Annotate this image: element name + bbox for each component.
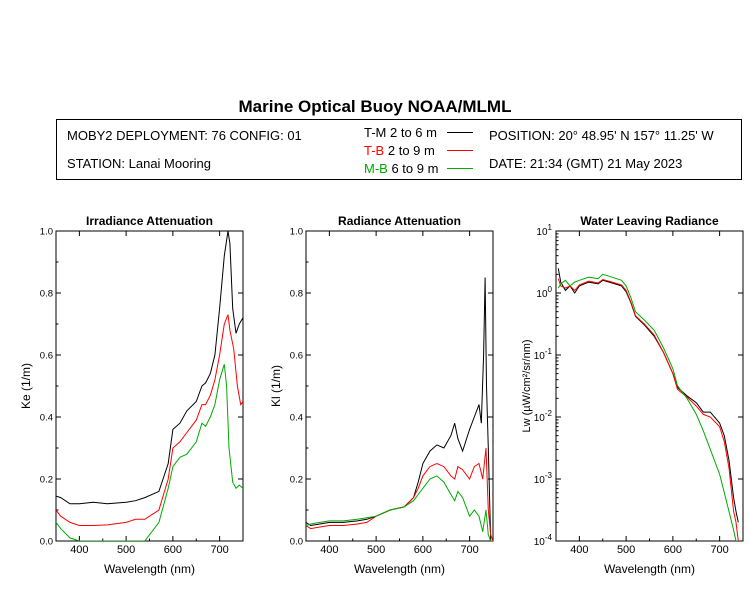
legend-item-tb: T-B 2 to 9 m	[364, 143, 435, 158]
y-axis-label: Ke (1/m)	[19, 363, 33, 409]
station-text: STATION: Lanai Mooring	[67, 156, 212, 171]
y-tick-label: 1.0	[40, 227, 53, 238]
y-tick-label: 0.4	[290, 413, 303, 424]
chart-main-title: Marine Optical Buoy NOAA/MLML	[238, 97, 512, 116]
y-axis-label: Kl (1/m)	[269, 365, 283, 407]
x-axis-label: Wavelength (nm)	[104, 562, 195, 576]
x-tick-label: 400	[320, 544, 338, 556]
x-tick-label: 600	[164, 544, 182, 556]
x-tick-label: 600	[664, 544, 682, 556]
y-tick-label: 0.0	[290, 537, 303, 548]
legend-line-mb	[447, 168, 473, 169]
legend-line-tm	[447, 132, 473, 133]
y-tick-label: 10-3	[534, 471, 553, 486]
x-axis-label: Wavelength (nm)	[604, 562, 695, 576]
chart-title: Irradiance Attenuation	[86, 214, 213, 228]
plot-frame	[55, 230, 244, 542]
y-tick-label: 10-1	[534, 347, 553, 362]
series-line-t-b	[306, 447, 493, 541]
x-tick-label: 700	[210, 544, 228, 556]
x-axis-label: Wavelength (nm)	[354, 562, 445, 576]
chart-title: Radiance Attenuation	[338, 214, 461, 228]
y-tick-label: 0.8	[40, 289, 53, 300]
y-tick-label: 100	[536, 285, 552, 300]
legend-range: 2 to 9 m	[387, 143, 435, 158]
legend-range: 2 to 6 m	[390, 125, 437, 140]
chart-panel-1: Irradiance Attenuation 400 500 600 700 Wavele…	[19, 214, 244, 576]
legend-range: 6 to 9 m	[391, 161, 439, 176]
y-tick-label: 0.2	[290, 475, 303, 486]
y-tick-label: 10-4	[534, 533, 553, 548]
x-tick-label: 700	[710, 544, 728, 556]
plot-frame	[305, 230, 494, 542]
y-tick-label: 0.6	[290, 351, 303, 362]
x-tick-label: 500	[367, 544, 385, 556]
x-tick-label: 600	[414, 544, 432, 556]
x-tick-label: 700	[460, 544, 478, 556]
legend-code: M-B	[364, 161, 388, 176]
series-line-t-m	[56, 231, 243, 505]
legend-item-tm: T-M 2 to 6 m	[364, 125, 437, 140]
plot-frame	[555, 230, 744, 542]
x-tick-label: 500	[617, 544, 635, 556]
legend-item-mb: M-B 6 to 9 m	[364, 161, 438, 176]
x-tick-label: 500	[117, 544, 135, 556]
chart-title: Water Leaving Radiance	[580, 214, 719, 228]
y-axis-label: Lw (µW/cm²/sr/nm)	[521, 339, 533, 432]
y-tick-label: 0.8	[290, 289, 303, 300]
y-tick-label: 1.0	[290, 227, 303, 238]
y-tick-label: 0.2	[40, 475, 53, 486]
series-line-t-b	[56, 314, 243, 526]
y-tick-label: 0.6	[40, 351, 53, 362]
legend-code: T-M	[364, 125, 387, 140]
y-tick-label: 0.4	[40, 413, 53, 424]
y-tick-label: 0.0	[40, 537, 53, 548]
series-line-m-b	[56, 364, 243, 541]
legend-line-tb	[447, 150, 473, 151]
chart-panel-2: Radiance Attenuation 400 500 600 700 Waveleng…	[269, 214, 494, 576]
y-tick-label: 10-2	[534, 409, 553, 424]
chart-panel-3: Water Leaving Radiance 400 500 600 700 Wavele…	[521, 214, 744, 576]
series-line-m-b	[306, 475, 493, 541]
x-tick-label: 400	[70, 544, 88, 556]
date-text: DATE: 21:34 (GMT) 21 May 2023	[489, 156, 683, 171]
legend-code: T-B	[364, 143, 385, 158]
info-box: MOBY2 DEPLOYMENT: 76 CONFIG: 01 STATION:…	[56, 119, 742, 180]
y-tick-label: 101	[536, 223, 552, 238]
series-line-t-m	[557, 268, 739, 523]
series-line-t-m	[306, 277, 493, 541]
series-line-t-b	[557, 278, 739, 541]
x-tick-label: 400	[570, 544, 588, 556]
position-text: POSITION: 20° 48.95' N 157° 11.25' W	[489, 128, 714, 143]
deployment-text: MOBY2 DEPLOYMENT: 76 CONFIG: 01	[67, 128, 302, 143]
series-line-m-b	[557, 273, 739, 541]
